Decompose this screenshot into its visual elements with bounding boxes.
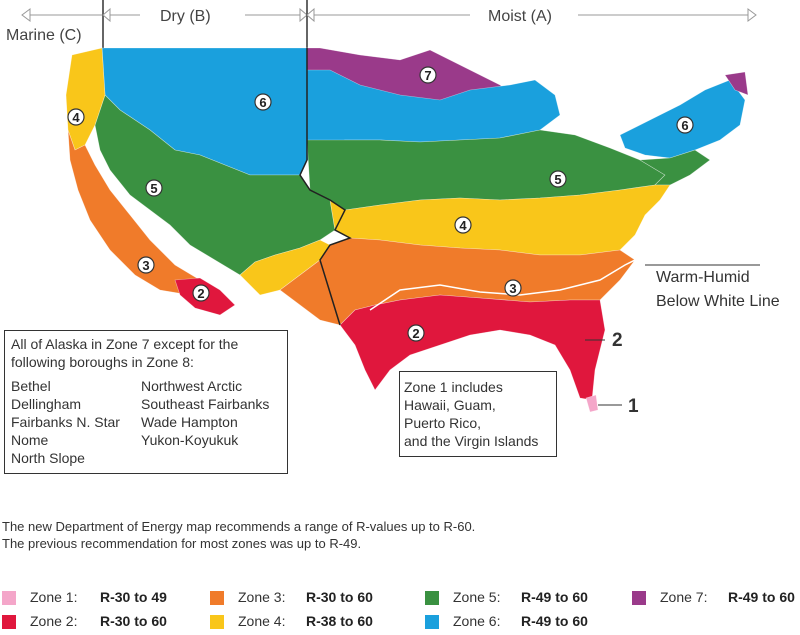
zone-5-swatch <box>425 591 439 605</box>
legend-item-zone-7: Zone 7: R-49 to 60 <box>632 588 800 608</box>
borough-item: Yukon-Koyukuk <box>141 432 239 448</box>
legend-value: R-49 to 60 <box>728 589 795 605</box>
svg-text:5: 5 <box>150 181 157 196</box>
legend-label: Zone 7: <box>660 589 708 605</box>
svg-text:6: 6 <box>681 118 688 133</box>
legend-item-zone-3: Zone 3: R-30 to 60 <box>210 588 410 608</box>
borough-item: Dellingham <box>11 396 82 412</box>
borough-item: Bethel <box>11 378 51 394</box>
alaska-boroughs-col2: Northwest Arctic Southeast Fairbanks Wad… <box>141 377 269 449</box>
zone-2-callout: 2 <box>612 330 623 351</box>
zone-1-callout: 1 <box>628 396 639 417</box>
legend-label: Zone 5: <box>453 589 501 605</box>
legend-label: Zone 2: <box>30 613 78 629</box>
svg-text:2: 2 <box>412 326 419 341</box>
climate-boundary-line <box>299 48 352 326</box>
zone-5-northeast-region <box>639 149 711 186</box>
note-line: The previous recommendation for most zon… <box>2 536 362 551</box>
legend-value: R-30 to 60 <box>306 589 373 605</box>
svg-text:4: 4 <box>459 218 467 233</box>
warm-humid-line <box>369 254 646 311</box>
zone-marker: 7 <box>419 66 437 84</box>
legend-value: R-30 to 60 <box>100 613 167 629</box>
recommendation-note: The new Department of Energy map recomme… <box>2 518 475 552</box>
climate-type-header <box>21 0 757 48</box>
legend-label: Zone 6: <box>453 613 501 629</box>
alaska-boroughs-col1: Bethel Dellingham Fairbanks N. Star Nome… <box>11 377 120 467</box>
zone-legend: Zone 1: R-30 to 49 Zone 2: R-30 to 60 Zo… <box>0 588 800 634</box>
zone-marker: 3 <box>137 256 155 274</box>
zone-1-line: Zone 1 includes <box>404 379 503 395</box>
zone-marker: 5 <box>145 179 163 197</box>
alaska-intro-text: All of Alaska in Zone 7 except for the f… <box>11 336 239 370</box>
legend-value: R-38 to 60 <box>306 613 373 629</box>
svg-text:4: 4 <box>72 110 80 125</box>
zone-2-swatch <box>2 615 16 629</box>
svg-text:7: 7 <box>424 68 431 83</box>
svg-text:3: 3 <box>142 258 149 273</box>
dry-label: Dry (B) <box>160 8 211 25</box>
legend-item-zone-5: Zone 5: R-49 to 60 <box>425 588 625 608</box>
zone-1-florida-region <box>585 394 599 413</box>
zone-marker: 6 <box>676 116 694 134</box>
borough-item: Northwest Arctic <box>141 378 243 394</box>
zone-1-line: and the Virgin Islands <box>404 433 539 449</box>
zone-regions <box>65 47 749 413</box>
zone-marker: 3 <box>504 279 522 297</box>
borough-item: Nome <box>11 432 49 448</box>
zone-3-swatch <box>210 591 224 605</box>
zone-7-swatch <box>632 591 646 605</box>
zone-1-info-box: Zone 1 includes Hawaii, Guam, Puerto Ric… <box>399 371 557 457</box>
warm-humid-label-line2: Below White Line <box>656 293 780 310</box>
zone-marker: 2 <box>192 284 210 302</box>
borough-item: Fairbanks N. Star <box>11 414 120 430</box>
legend-item-zone-2: Zone 2: R-30 to 60 <box>2 612 202 632</box>
alaska-info-box: All of Alaska in Zone 7 except for the f… <box>4 330 288 474</box>
legend-value: R-49 to 60 <box>521 589 588 605</box>
zone-marker: 5 <box>549 170 567 188</box>
legend-label: Zone 4: <box>238 613 286 629</box>
svg-text:5: 5 <box>554 172 561 187</box>
zone-marker: 4 <box>454 216 472 234</box>
svg-text:6: 6 <box>259 95 266 110</box>
borough-item: Southeast Fairbanks <box>141 396 270 412</box>
zone-marker: 6 <box>254 93 272 111</box>
svg-text:3: 3 <box>509 281 516 296</box>
marine-label: Marine (C) <box>6 27 82 44</box>
zone-marker: 4 <box>67 108 85 126</box>
zone-7-maine-region <box>724 71 749 96</box>
zone-4-swatch <box>210 615 224 629</box>
legend-label: Zone 3: <box>238 589 286 605</box>
climate-zone-map: Marine (C) Dry (B) Moist (A) <box>6 0 780 417</box>
legend-value: R-30 to 49 <box>100 589 167 605</box>
zone-1-line: Puerto Rico, <box>404 415 482 431</box>
zone-6-swatch <box>425 615 439 629</box>
moist-label: Moist (A) <box>488 8 552 25</box>
legend-value: R-49 to 60 <box>521 613 588 629</box>
zone-1-line: Hawaii, Guam, <box>404 397 496 413</box>
legend-item-zone-1: Zone 1: R-30 to 49 <box>2 588 202 608</box>
borough-item: Wade Hampton <box>141 414 238 430</box>
zone-2-gulf-region <box>339 294 606 401</box>
zone-marker: 2 <box>407 324 425 342</box>
warm-humid-label-line1: Warm-Humid <box>656 269 750 286</box>
svg-text:2: 2 <box>197 286 204 301</box>
legend-item-zone-4: Zone 4: R-38 to 60 <box>210 612 410 632</box>
legend-item-zone-6: Zone 6: R-49 to 60 <box>425 612 625 632</box>
note-line: The new Department of Energy map recomme… <box>2 519 476 534</box>
legend-label: Zone 1: <box>30 589 78 605</box>
zone-1-swatch <box>2 591 16 605</box>
zone-number-markers: 7 6 6 4 5 5 4 3 3 2 2 <box>67 66 694 342</box>
borough-item: North Slope <box>11 450 85 466</box>
